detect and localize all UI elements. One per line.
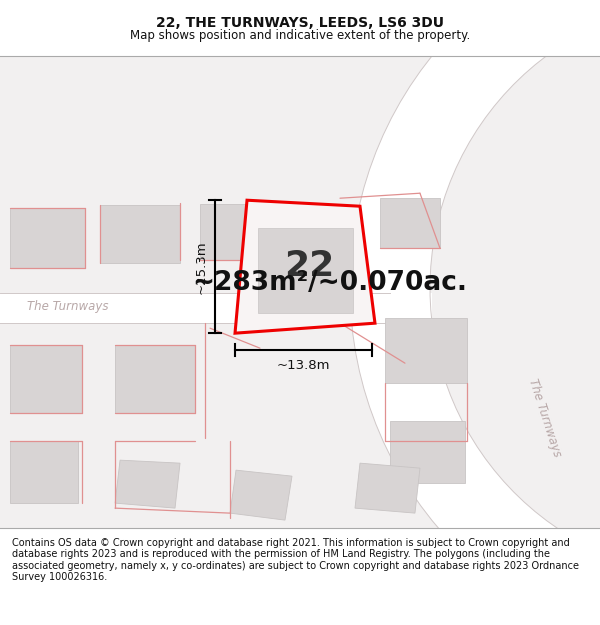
Polygon shape <box>235 200 375 333</box>
Text: ~283m²/~0.070ac.: ~283m²/~0.070ac. <box>193 270 467 296</box>
Bar <box>385 318 467 383</box>
Bar <box>0 293 432 323</box>
Text: ~25.3m: ~25.3m <box>194 240 208 294</box>
Bar <box>258 228 353 313</box>
Polygon shape <box>355 463 420 513</box>
Polygon shape <box>115 460 180 508</box>
Bar <box>100 205 180 263</box>
Bar <box>390 421 465 483</box>
Bar <box>10 208 85 268</box>
Text: Map shows position and indicative extent of the property.: Map shows position and indicative extent… <box>130 29 470 42</box>
Bar <box>115 345 195 413</box>
Text: 22: 22 <box>284 249 334 282</box>
Bar <box>200 204 278 260</box>
Text: The Turnways: The Turnways <box>526 378 564 459</box>
Text: ~13.8m: ~13.8m <box>277 359 330 372</box>
Text: Contains OS data © Crown copyright and database right 2021. This information is : Contains OS data © Crown copyright and d… <box>12 538 579 582</box>
Polygon shape <box>230 470 292 520</box>
Text: The Turnways: The Turnways <box>264 279 346 292</box>
Bar <box>380 198 440 248</box>
Polygon shape <box>350 0 600 625</box>
Bar <box>10 441 78 503</box>
Text: The Turnways: The Turnways <box>28 299 109 312</box>
Text: 22, THE TURNWAYS, LEEDS, LS6 3DU: 22, THE TURNWAYS, LEEDS, LS6 3DU <box>156 16 444 30</box>
Bar <box>10 345 82 413</box>
